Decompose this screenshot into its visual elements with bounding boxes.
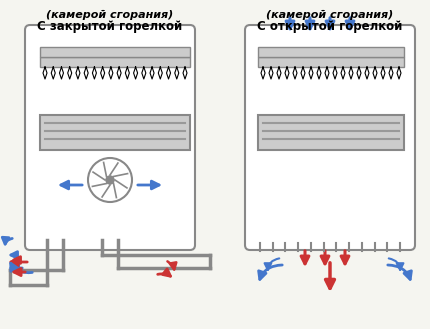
Bar: [258, 115, 404, 150]
Bar: [40, 47, 190, 57]
Bar: [258, 47, 404, 57]
Circle shape: [106, 176, 114, 184]
Bar: [40, 57, 190, 67]
FancyBboxPatch shape: [245, 25, 415, 250]
Text: (камерой сгорания): (камерой сгорания): [46, 10, 174, 20]
FancyBboxPatch shape: [25, 25, 195, 250]
Bar: [40, 115, 190, 150]
Bar: [258, 57, 404, 67]
Text: С закрытой горелкой: С закрытой горелкой: [37, 20, 183, 33]
Text: С открытой горелкой: С открытой горелкой: [257, 20, 402, 33]
Text: (камерой сгорания): (камерой сгорания): [266, 10, 393, 20]
